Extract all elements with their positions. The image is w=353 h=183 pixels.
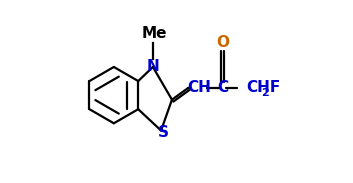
Text: S: S [157, 125, 168, 140]
Text: O: O [216, 35, 229, 50]
Text: CHF: CHF [246, 80, 281, 95]
Text: C: C [217, 80, 228, 95]
Text: 2: 2 [261, 88, 269, 98]
Text: CH: CH [187, 80, 211, 95]
Text: N: N [146, 59, 159, 74]
Text: Me: Me [142, 26, 167, 41]
